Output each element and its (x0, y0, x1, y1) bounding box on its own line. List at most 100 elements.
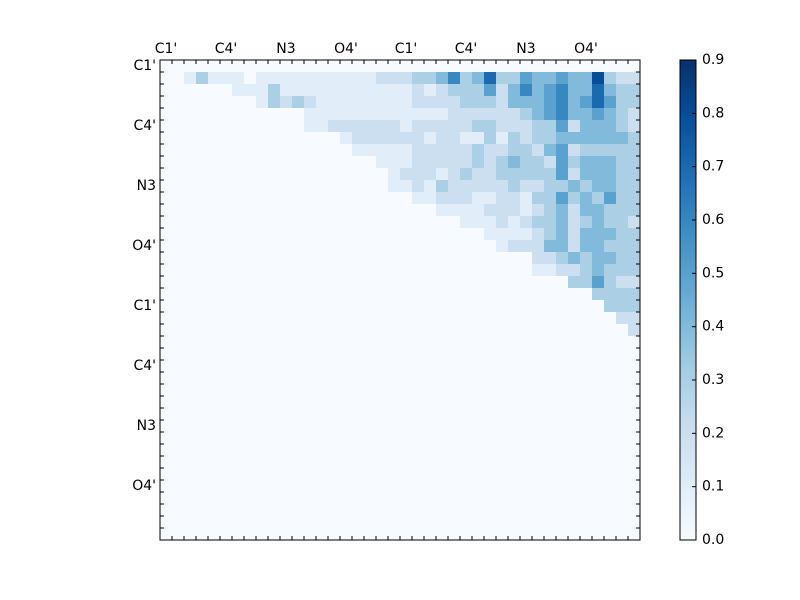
heatmap-cell (184, 60, 197, 73)
heatmap-cell (256, 396, 269, 409)
heatmap-cell (208, 276, 221, 289)
heatmap-cell (544, 108, 557, 121)
heatmap-cell (616, 504, 629, 517)
heatmap-cell (580, 324, 593, 337)
heatmap-cell (340, 60, 353, 73)
heatmap-cell (592, 72, 605, 85)
heatmap-cell (520, 168, 533, 181)
heatmap-cell (364, 516, 377, 529)
x-tick-label: C4' (455, 41, 478, 57)
heatmap-cell (532, 492, 545, 505)
heatmap-cell (160, 456, 173, 469)
heatmap-cell (400, 156, 413, 169)
heatmap-cell (208, 492, 221, 505)
heatmap-cell (232, 228, 245, 241)
heatmap-cell (160, 420, 173, 433)
heatmap-cell (436, 312, 449, 325)
heatmap-cell (520, 384, 533, 397)
colorbar-segment (680, 452, 696, 457)
heatmap-cell (544, 168, 557, 181)
heatmap-cell (484, 468, 497, 481)
heatmap-cell (532, 432, 545, 445)
heatmap-cell (268, 108, 281, 121)
heatmap-cell (400, 504, 413, 517)
heatmap-cell (316, 432, 329, 445)
heatmap-cell (568, 168, 581, 181)
heatmap-cell (220, 504, 233, 517)
heatmap-cell (556, 228, 569, 241)
heatmap-cell (256, 216, 269, 229)
heatmap-cell (412, 504, 425, 517)
heatmap-cell (520, 276, 533, 289)
heatmap-cell (328, 528, 341, 541)
heatmap-cell (244, 144, 257, 157)
heatmap-cell (604, 156, 617, 169)
colorbar-tick-label: 0.4 (702, 319, 724, 335)
heatmap-cell (352, 324, 365, 337)
heatmap-cell (352, 96, 365, 109)
heatmap-cell (412, 408, 425, 421)
heatmap-cell (388, 120, 401, 133)
heatmap-cell (340, 108, 353, 121)
heatmap-cell (340, 228, 353, 241)
heatmap-cell (544, 132, 557, 145)
heatmap-cell (280, 480, 293, 493)
heatmap-cell (400, 420, 413, 433)
heatmap-cell (424, 432, 437, 445)
heatmap-cell (376, 384, 389, 397)
heatmap-cell (484, 516, 497, 529)
heatmap-cell (340, 84, 353, 97)
colorbar-segment (680, 180, 696, 185)
heatmap-cell (292, 84, 305, 97)
heatmap-cell (496, 264, 509, 277)
heatmap-cell (568, 144, 581, 157)
heatmap-cell (220, 204, 233, 217)
heatmap-cell (304, 372, 317, 385)
colorbar-segment (680, 84, 696, 89)
heatmap-cell (244, 516, 257, 529)
heatmap-cell (400, 300, 413, 313)
heatmap-cell (244, 276, 257, 289)
heatmap-cell (436, 504, 449, 517)
heatmap-cell (520, 264, 533, 277)
heatmap-cell (232, 528, 245, 541)
heatmap-cell (208, 228, 221, 241)
heatmap-cell (592, 240, 605, 253)
heatmap-cell (292, 240, 305, 253)
heatmap-cell (532, 372, 545, 385)
heatmap-cell (508, 156, 521, 169)
heatmap-cell (520, 84, 533, 97)
heatmap-cell (484, 444, 497, 457)
heatmap-cell (508, 120, 521, 133)
heatmap-cell (448, 300, 461, 313)
heatmap-cell (232, 192, 245, 205)
heatmap-cell (508, 492, 521, 505)
colorbar-segment (680, 216, 696, 221)
heatmap-cell (628, 324, 641, 337)
heatmap-cell (496, 360, 509, 373)
heatmap-cell (160, 252, 173, 265)
heatmap-cell (388, 252, 401, 265)
heatmap-cell (484, 396, 497, 409)
heatmap-cell (460, 132, 473, 145)
heatmap-cell (628, 528, 641, 541)
y-tick-label: N3 (137, 178, 156, 194)
heatmap-cell (544, 60, 557, 73)
heatmap-cell (292, 216, 305, 229)
heatmap-cell (172, 264, 185, 277)
heatmap-cell (160, 504, 173, 517)
heatmap-cell (436, 84, 449, 97)
heatmap-cell (424, 420, 437, 433)
heatmap-cell (316, 120, 329, 133)
heatmap-cell (280, 240, 293, 253)
x-tick-label: C4' (215, 41, 238, 57)
heatmap-cell (604, 444, 617, 457)
heatmap-cell (196, 228, 209, 241)
heatmap-cell (340, 360, 353, 373)
heatmap-cell (568, 120, 581, 133)
heatmap-cell (436, 420, 449, 433)
heatmap-cell (232, 180, 245, 193)
heatmap-cell (316, 108, 329, 121)
heatmap-cell (292, 288, 305, 301)
colorbar-segment (680, 340, 696, 345)
